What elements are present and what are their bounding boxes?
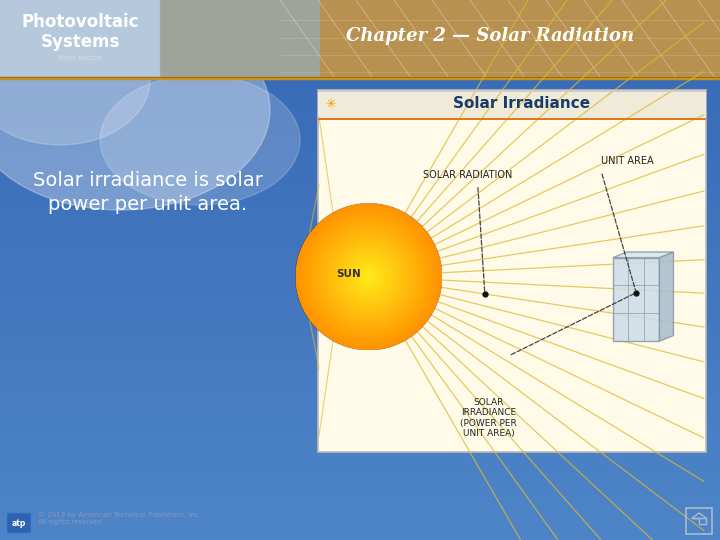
Text: © 2013 by American Technical Publishers, Inc.
All rights reserved: © 2013 by American Technical Publishers,… bbox=[38, 511, 201, 525]
Text: atp: atp bbox=[12, 518, 26, 528]
Polygon shape bbox=[660, 252, 673, 341]
Ellipse shape bbox=[0, 15, 150, 145]
Text: ✳: ✳ bbox=[325, 98, 336, 111]
Text: Solar irradiance is solar: Solar irradiance is solar bbox=[33, 171, 263, 190]
Ellipse shape bbox=[100, 75, 300, 205]
Bar bbox=[318, 90, 706, 452]
Bar bbox=[318, 90, 706, 92]
FancyBboxPatch shape bbox=[7, 513, 31, 533]
Bar bbox=[318, 118, 706, 120]
Text: power per unit area.: power per unit area. bbox=[48, 194, 248, 213]
Bar bbox=[318, 90, 706, 118]
Polygon shape bbox=[613, 252, 673, 258]
Bar bbox=[160, 0, 320, 78]
Text: UNIT AREA: UNIT AREA bbox=[601, 157, 654, 166]
Ellipse shape bbox=[0, 10, 270, 210]
Text: Chapter 2 — Solar Radiation: Chapter 2 — Solar Radiation bbox=[346, 27, 634, 45]
Text: Solar Irradiance: Solar Irradiance bbox=[454, 97, 590, 111]
Bar bbox=[686, 508, 712, 534]
Text: SOLAR RADIATION: SOLAR RADIATION bbox=[423, 170, 512, 180]
Bar bbox=[160, 0, 720, 78]
Bar bbox=[0, 0, 300, 78]
Text: third edition: third edition bbox=[58, 55, 102, 61]
Text: SOLAR
IRRADIANCE
(POWER PER
UNIT AREA): SOLAR IRRADIANCE (POWER PER UNIT AREA) bbox=[460, 398, 517, 438]
Text: Systems: Systems bbox=[40, 33, 120, 51]
Text: SUN: SUN bbox=[336, 269, 361, 279]
Text: Photovoltaic: Photovoltaic bbox=[22, 13, 139, 31]
Bar bbox=[613, 258, 660, 341]
